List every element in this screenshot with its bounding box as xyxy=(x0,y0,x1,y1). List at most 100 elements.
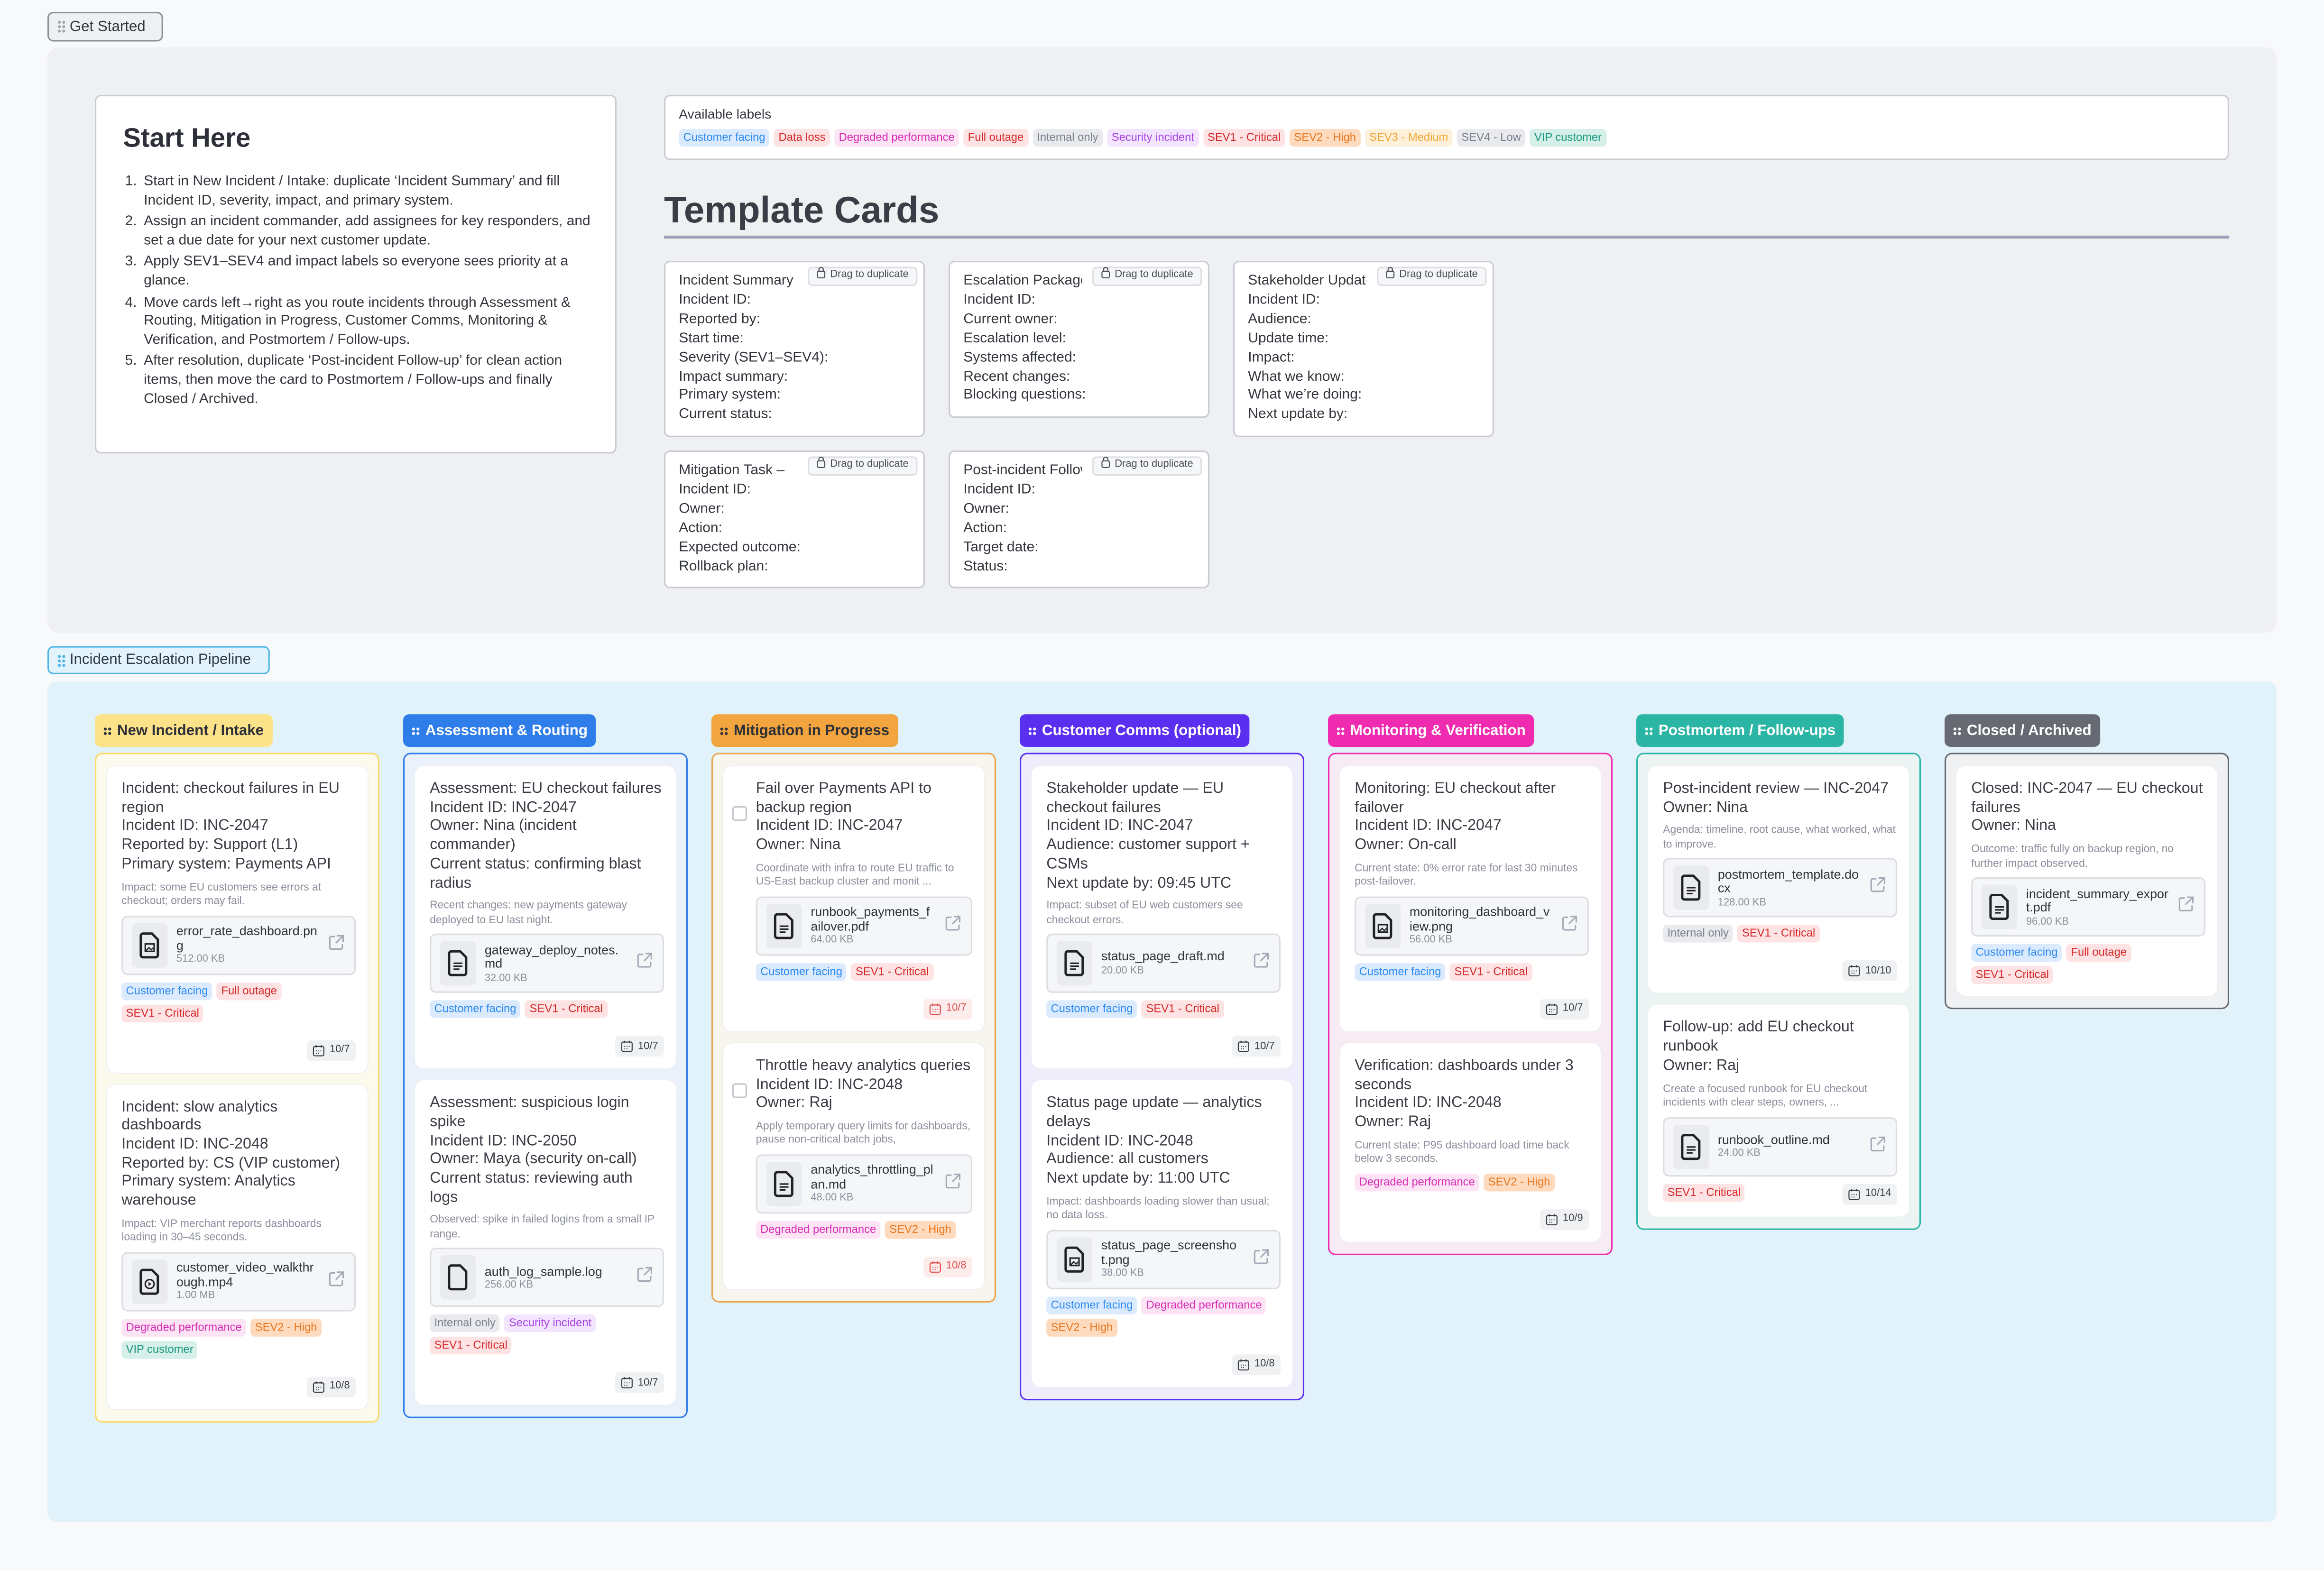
due-date-badge[interactable]: 10/7 xyxy=(1232,1036,1281,1057)
template-card[interactable]: Mitigation Task – Incident ID: Owner: Actio… xyxy=(664,450,925,589)
label-pill[interactable]: SEV4 - Low xyxy=(1457,129,1526,147)
label-pill[interactable]: Degraded performance xyxy=(121,1318,247,1336)
external-link-icon[interactable] xyxy=(636,950,654,977)
label-pill[interactable]: Internal only xyxy=(430,1315,500,1333)
label-pill[interactable]: Data loss xyxy=(774,129,830,147)
label-pill[interactable]: Security incident xyxy=(504,1315,596,1333)
due-date-badge[interactable]: 10/7 xyxy=(1540,998,1589,1020)
column-header[interactable]: Monitoring & Verification xyxy=(1328,714,1535,747)
due-date-badge[interactable]: 10/8 xyxy=(1232,1354,1281,1375)
label-pill[interactable]: SEV1 - Critical xyxy=(1203,129,1285,147)
template-card[interactable]: Incident Summary Incident ID: Reported by:… xyxy=(664,261,925,438)
attachment[interactable]: postmortem_template.docx 128.00 KB xyxy=(1663,858,1897,918)
attachment[interactable]: status_page_screenshot.png 38.00 KB xyxy=(1046,1229,1281,1289)
label-pill[interactable]: Customer facing xyxy=(430,1001,521,1019)
incident-card[interactable]: Fail over Payments API to backup region I… xyxy=(723,766,984,1031)
drag-to-duplicate-button[interactable]: Drag to duplicate xyxy=(808,266,918,286)
incident-card[interactable]: Assessment: suspicious login spike Incide… xyxy=(415,1080,676,1406)
incident-card[interactable]: Assessment: EU checkout failures Incident… xyxy=(415,766,676,1069)
label-pill[interactable]: SEV2 - High xyxy=(1484,1173,1555,1191)
incident-card[interactable]: Monitoring: EU checkout after failover In… xyxy=(1340,766,1601,1031)
column-header[interactable]: Assessment & Routing xyxy=(403,714,597,747)
label-pill[interactable]: Degraded performance xyxy=(756,1221,881,1239)
label-pill[interactable]: Full outage xyxy=(2066,944,2131,962)
incident-card[interactable]: Stakeholder update — EU checkout failure… xyxy=(1032,766,1292,1069)
template-card[interactable]: Post-incident Follow-up Incident ID: Owner… xyxy=(949,450,1209,589)
attachment[interactable]: customer_video_walkthrough.mp4 1.00 MB xyxy=(121,1251,356,1311)
label-pill[interactable]: Degraded performance xyxy=(834,129,959,147)
label-pill[interactable]: Customer facing xyxy=(1046,1296,1137,1314)
due-date-badge[interactable]: 10/14 xyxy=(1843,1183,1897,1204)
external-link-icon[interactable] xyxy=(1253,1246,1271,1272)
label-pill[interactable]: VIP customer xyxy=(121,1341,198,1359)
label-pill[interactable]: Customer facing xyxy=(121,982,212,1000)
column-header[interactable]: Customer Comms (optional) xyxy=(1020,714,1250,747)
label-pill[interactable]: SEV1 - Critical xyxy=(851,963,933,981)
label-pill[interactable]: SEV2 - High xyxy=(250,1318,322,1336)
available-labels-card[interactable]: Available labels Customer facing Data los… xyxy=(664,95,2229,160)
external-link-icon[interactable] xyxy=(944,912,962,939)
label-pill[interactable]: SEV1 - Critical xyxy=(1737,925,1820,943)
incident-card[interactable]: Incident: slow analytics dashboards Incid… xyxy=(107,1084,368,1409)
label-pill[interactable]: Customer facing xyxy=(1046,1001,1137,1019)
attachment[interactable]: auth_log_sample.log 256.00 KB xyxy=(430,1248,664,1308)
label-pill[interactable]: Internal only xyxy=(1663,925,1734,943)
label-pill[interactable]: SEV1 - Critical xyxy=(1971,966,2054,984)
task-checkbox[interactable] xyxy=(732,1083,747,1098)
external-link-icon[interactable] xyxy=(1561,912,1579,939)
due-date-badge[interactable]: 10/8 xyxy=(924,1256,972,1277)
due-date-badge[interactable]: 10/7 xyxy=(616,1036,664,1057)
column-header[interactable]: New Incident / Intake xyxy=(95,714,273,747)
attachment[interactable]: runbook_outline.md 24.00 KB xyxy=(1663,1116,1897,1176)
external-link-icon[interactable] xyxy=(328,1268,346,1295)
label-pill[interactable]: SEV2 - High xyxy=(1290,129,1361,147)
incident-card[interactable]: Post-incident review — INC-2047 Owner: Ni… xyxy=(1648,766,1909,994)
incident-card[interactable]: Status page update — analytics delays Inc… xyxy=(1032,1080,1292,1387)
label-pill[interactable]: Internal only xyxy=(1032,129,1103,147)
label-pill[interactable]: Customer facing xyxy=(1355,963,1446,981)
attachment[interactable]: analytics_throttling_plan.md 48.00 KB xyxy=(756,1154,972,1214)
attachment[interactable]: error_rate_dashboard.png 512.00 KB xyxy=(121,915,356,974)
attachment[interactable]: monitoring_dashboard_view.png 56.00 KB xyxy=(1355,896,1589,956)
incident-card[interactable]: Incident: checkout failures in EU region… xyxy=(107,766,368,1072)
external-link-icon[interactable] xyxy=(636,1265,654,1291)
label-pill[interactable]: SEV1 - Critical xyxy=(430,1337,512,1355)
due-date-badge[interactable]: 10/7 xyxy=(616,1373,664,1394)
due-date-badge[interactable]: 10/7 xyxy=(307,1039,356,1060)
incident-card[interactable]: Throttle heavy analytics queries Incident… xyxy=(723,1043,984,1289)
label-pill[interactable]: SEV1 - Critical xyxy=(525,1001,608,1019)
drag-to-duplicate-button[interactable]: Drag to duplicate xyxy=(1092,456,1202,476)
template-card[interactable]: Stakeholder Update Incident ID: Audience: U… xyxy=(1233,261,1494,438)
label-pill[interactable]: SEV3 - Medium xyxy=(1365,129,1453,147)
due-date-badge[interactable]: 10/9 xyxy=(1540,1208,1589,1230)
label-pill[interactable]: Customer facing xyxy=(679,129,770,147)
due-date-badge[interactable]: 10/7 xyxy=(924,998,972,1020)
attachment[interactable]: gateway_deploy_notes.md 32.00 KB xyxy=(430,934,664,993)
drag-to-duplicate-button[interactable]: Drag to duplicate xyxy=(1092,266,1202,286)
pipeline-frame-label[interactable]: Incident Escalation Pipeline xyxy=(47,646,270,674)
column-header[interactable]: Mitigation in Progress xyxy=(711,714,898,747)
label-pill[interactable]: VIP customer xyxy=(1530,129,1606,147)
label-pill[interactable]: Degraded performance xyxy=(1355,1173,1480,1191)
task-checkbox[interactable] xyxy=(732,806,747,821)
label-pill[interactable]: SEV1 - Critical xyxy=(121,1004,204,1022)
label-pill[interactable]: Customer facing xyxy=(1971,944,2062,962)
template-card[interactable]: Escalation Package Incident ID: Current ow… xyxy=(949,261,1209,419)
column-header[interactable]: Postmortem / Follow-ups xyxy=(1636,714,1844,747)
external-link-icon[interactable] xyxy=(328,931,346,958)
external-link-icon[interactable] xyxy=(1869,1133,1887,1159)
label-pill[interactable]: Full outage xyxy=(963,129,1028,147)
label-pill[interactable]: SEV2 - High xyxy=(885,1221,956,1239)
attachment[interactable]: runbook_payments_failover.pdf 64.00 KB xyxy=(756,896,972,956)
label-pill[interactable]: Customer facing xyxy=(756,963,847,981)
label-pill[interactable]: SEV1 - Critical xyxy=(1142,1001,1224,1019)
external-link-icon[interactable] xyxy=(944,1171,962,1197)
get-started-frame-label[interactable]: Get Started xyxy=(47,12,163,42)
label-pill[interactable]: Degraded performance xyxy=(1142,1296,1266,1314)
incident-card[interactable]: Verification: dashboards under 3 seconds… xyxy=(1340,1043,1601,1241)
label-pill[interactable]: Security incident xyxy=(1107,129,1199,147)
incident-card[interactable]: Closed: INC-2047 — EU checkout failures O… xyxy=(1956,766,2217,996)
incident-card[interactable]: Follow-up: add EU checkout runbook Owner:… xyxy=(1648,1005,1909,1216)
label-pill[interactable]: SEV1 - Critical xyxy=(1450,963,1532,981)
label-pill[interactable]: Full outage xyxy=(217,982,282,1000)
